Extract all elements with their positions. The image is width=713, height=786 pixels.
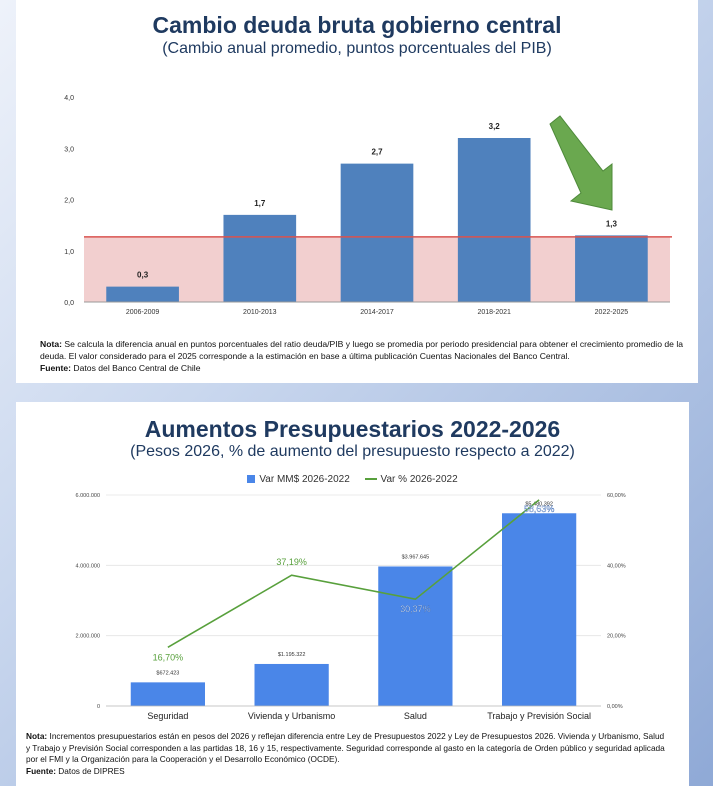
note-label: Nota: [40,339,62,349]
y-tick-label: 0,0 [64,300,74,307]
y2-tick-label: 60,00% [607,493,626,499]
bar [502,513,577,706]
y-tick-label: 4,0 [64,95,74,102]
y2-tick-label: 40,00% [607,563,626,569]
note-text: Incrementos presupuestarios están en pes… [26,731,665,764]
y-tick-label: 1,0 [64,249,74,256]
x-tick-label: 2022-2025 [595,309,629,316]
y2-tick-label: 0,00% [607,704,623,710]
bar [378,566,453,706]
bar-value-label: 0,3 [137,271,149,280]
bar-value-label: 1,3 [606,219,618,228]
budget-chart-subtitle: (Pesos 2026, % de aumento del presupuest… [130,443,575,460]
x-tick-label: Seguridad [147,711,188,721]
line-value-label: 16,70% [153,652,184,662]
x-tick-label: Salud [404,711,427,721]
line-value-label: 58,63% [524,504,555,514]
bar [106,286,179,302]
y-tick-label: 2,0 [64,198,74,205]
bar [457,138,531,302]
y-tick-label: 6.000.000 [76,493,100,499]
x-tick-label: Trabajo y Previsión Social [487,711,591,721]
bar-value-label: $5.480.392 [525,501,553,507]
y-tick-label: 0 [97,704,100,710]
x-tick-label: Vivienda y Urbanismo [248,711,335,721]
bar [130,682,205,706]
bar-value-label: $672.423 [156,670,179,676]
bar-value-label: $1.195.322 [278,652,306,658]
bar-value-label: 1,7 [254,199,266,208]
bar-value-label: 3,2 [489,122,501,131]
x-tick-label: 2006-2009 [126,309,160,316]
legend-line-swatch [364,478,377,481]
line-value-label: 30,37% [400,604,431,614]
bar-value-label: 2,7 [371,148,383,157]
budget-chart-legend: Var MM$ 2026-2022 Var % 2026-2022 [16,474,689,485]
down-arrow-icon [549,115,613,211]
source-text: Datos de DIPRES [58,765,125,776]
debt-chart-title: Cambio deuda bruta gobierno central [152,12,562,38]
source-text: Datos del Banco Central de Chile [73,363,201,373]
source-label: Fuente: [26,765,56,776]
y-tick-label: 2.000.000 [76,634,100,640]
budget-chart-note: Nota: Incrementos presupuestarios están … [26,731,666,777]
note-text: Se calcula la diferencia anual en puntos… [40,339,684,361]
x-tick-label: 2018-2021 [477,309,511,316]
source-label: Fuente: [40,363,72,373]
bar [254,663,329,706]
budget-chart-title: Aumentos Presupuestarios 2022-2026 [144,416,561,442]
debt-chart-note: Nota: Se calcula la diferencia anual en … [40,338,695,374]
bar-value-label: $3.967.645 [402,554,430,560]
legend-bar-swatch [247,475,256,484]
down-arrow-shape [549,115,613,211]
x-tick-label: 2010-2013 [243,309,277,316]
y-tick-label: 4.000.000 [76,563,100,569]
bar [340,163,414,302]
budget-chart: 0 2.000.000 4.000.000 6.000.000 0,00% 20,00% 4… [76,493,626,721]
y2-tick-label: 20,00% [607,634,626,640]
bar [575,235,648,302]
series-line [167,499,540,648]
debt-chart-subtitle: (Cambio anual promedio, puntos porcentua… [162,40,552,57]
legend-line-label: Var % 2026-2022 [380,474,458,485]
legend-bar-label: Var MM$ 2026-2022 [259,474,350,485]
y-tick-label: 3,0 [64,146,74,153]
bar [223,214,297,302]
debt-chart: 0,0 1,0 2,0 3,0 4,0 0,3 2006-2009 1,7 2010-2013 2… [64,95,672,316]
line-value-label: 37,19% [276,557,307,567]
x-tick-label: 2014-2017 [360,309,394,316]
budget-chart-panel: Aumentos Presupuestarios 2022-2026 (Peso… [16,402,689,786]
note-label: Nota: [26,731,48,741]
debt-chart-panel: Cambio deuda bruta gobierno central (Cam… [16,0,698,383]
